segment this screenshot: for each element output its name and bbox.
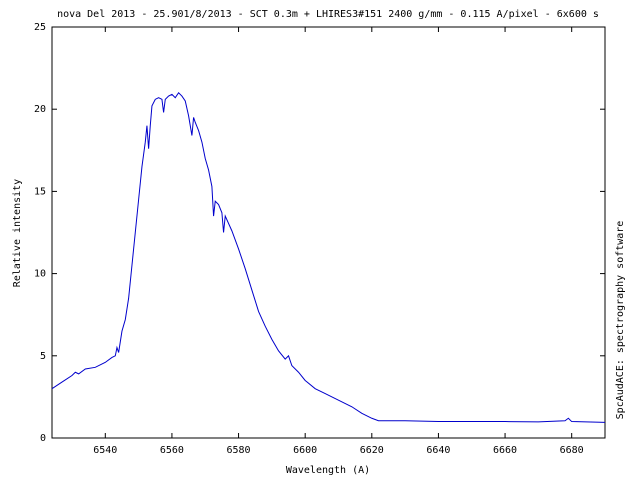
- y-tick-label: 0: [40, 433, 46, 444]
- x-tick-label: 6580: [227, 445, 251, 456]
- x-tick-label: 6560: [160, 445, 184, 456]
- x-tick-label: 6640: [426, 445, 450, 456]
- x-tick-label: 6540: [93, 445, 117, 456]
- y-axis-label: Relative intensity: [12, 179, 23, 287]
- x-tick-label: 6660: [493, 445, 517, 456]
- x-tick-label: 6620: [360, 445, 384, 456]
- plot-frame: [51, 26, 606, 439]
- chart-title: nova Del 2013 - 25.901/8/2013 - SCT 0.3m…: [57, 9, 599, 20]
- y-tick-label: 10: [34, 269, 46, 280]
- x-axis-label: Wavelength (A): [286, 465, 370, 476]
- x-tick-label: 6680: [560, 445, 584, 456]
- y-tick-label: 5: [40, 351, 46, 362]
- x-tick-label: 6600: [293, 445, 317, 456]
- y-tick-label: 15: [34, 186, 46, 197]
- y-tick-label: 25: [34, 22, 46, 33]
- y-tick-label: 20: [34, 104, 46, 115]
- spectrum-line: [51, 91, 606, 423]
- side-note: SpcAudACE: spectrography software: [615, 221, 626, 420]
